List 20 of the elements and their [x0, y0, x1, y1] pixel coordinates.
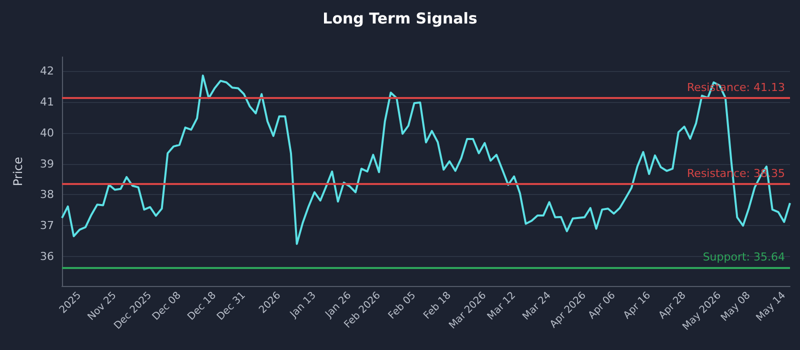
ref-line-label: Support: 35.64	[702, 250, 785, 264]
x-tick-label: Apr 06	[586, 290, 618, 322]
y-tick-label: 39	[40, 157, 54, 170]
x-tick-label: Dec 08	[150, 290, 184, 323]
y-tick-label: 37	[40, 219, 54, 232]
x-tick-label: Dec 31	[215, 290, 248, 323]
y-tick-label: 40	[40, 126, 54, 140]
line-series	[61, 74, 791, 245]
y-tick-label: 38	[40, 188, 54, 202]
chart-title: Long Term Signals	[322, 10, 478, 28]
x-tick-label: Feb 05	[386, 290, 418, 322]
x-tick-label: Apr 16	[622, 290, 653, 322]
x-tick-label: Apr 28	[656, 290, 688, 322]
x-tick-label: Mar 12	[486, 290, 518, 322]
y-tick-label: 41	[40, 95, 54, 108]
y-axis-title: Price	[11, 156, 25, 186]
x-tick-label: Jan 13	[288, 290, 318, 321]
y-tick-label: 42	[40, 64, 54, 78]
y-tick-label: 36	[40, 250, 54, 264]
x-tick-label: Feb 18	[422, 290, 454, 322]
